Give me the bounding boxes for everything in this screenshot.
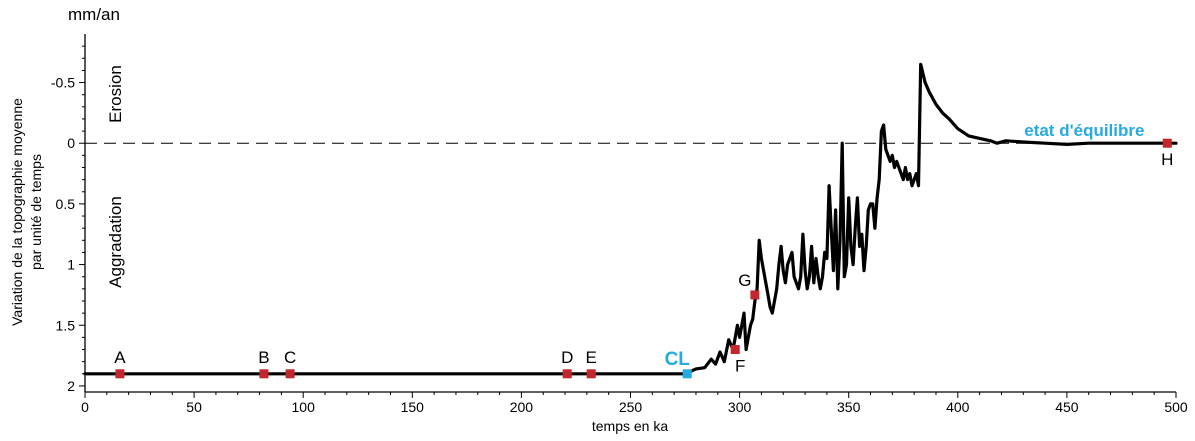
series-layer — [83, 62, 1178, 376]
marker-e — [586, 369, 596, 379]
annotation-equilibrium: etat d'équilibre — [1024, 121, 1144, 140]
x-tick-label: 50 — [186, 399, 202, 415]
x-tick-label: 400 — [946, 399, 970, 415]
region-label-aggradation: Aggradation — [106, 196, 125, 288]
marker-d — [562, 369, 572, 379]
marker-b — [259, 369, 269, 379]
marker-a — [115, 369, 125, 379]
y-tick-label: 1 — [67, 257, 75, 273]
marker-cl — [682, 369, 692, 379]
x-tick-label: 500 — [1164, 399, 1188, 415]
x-tick-label: 350 — [837, 399, 861, 415]
x-tick-label: 200 — [510, 399, 534, 415]
marker-label-f: F — [735, 357, 745, 376]
ticks: 0 50 100 150 200 250 300 350 400 450 500 -0.5 0 0.5 1 1… — [51, 45, 1188, 415]
marker-f — [730, 345, 740, 355]
y-tick-label: -0.5 — [51, 75, 75, 91]
marker-layer: A B C D E CL F G H — [114, 138, 1173, 379]
y-axis-title: Variation de la topographie moyenne par … — [9, 98, 44, 326]
y-axis-title-line1: Variation de la topographie moyenne — [9, 98, 25, 326]
marker-label-h: H — [1161, 150, 1173, 169]
marker-label-g: G — [738, 271, 751, 290]
x-tick-label: 0 — [81, 399, 89, 415]
marker-label-b: B — [258, 348, 269, 367]
x-tick-label: 450 — [1055, 399, 1079, 415]
marker-h — [1162, 138, 1172, 148]
y-unit-label: mm/an — [68, 5, 120, 24]
axes — [84, 34, 1176, 393]
y-tick-label: 2 — [67, 378, 75, 394]
marker-c — [285, 369, 295, 379]
y-axis-title-line2: par unité de temps — [28, 154, 44, 270]
region-label-erosion: Erosion — [106, 65, 125, 123]
marker-label-c: C — [284, 348, 296, 367]
marker-label-a: A — [114, 348, 126, 367]
x-tick-label: 250 — [619, 399, 643, 415]
x-axis-title: temps en ka — [592, 418, 668, 434]
x-tick-label: 100 — [292, 399, 316, 415]
marker-g — [750, 290, 760, 300]
marker-label-d: D — [561, 348, 573, 367]
x-tick-label: 300 — [728, 399, 752, 415]
y-tick-label: 0 — [67, 135, 75, 151]
marker-label-e: E — [586, 348, 597, 367]
y-tick-label: 1.5 — [56, 317, 76, 333]
marker-label-cl: CL — [665, 349, 691, 370]
series-line — [83, 62, 1178, 376]
x-tick-label: 150 — [401, 399, 425, 415]
y-tick-label: 0.5 — [56, 196, 76, 212]
annotation-layer: etat d'équilibre — [1024, 121, 1144, 140]
